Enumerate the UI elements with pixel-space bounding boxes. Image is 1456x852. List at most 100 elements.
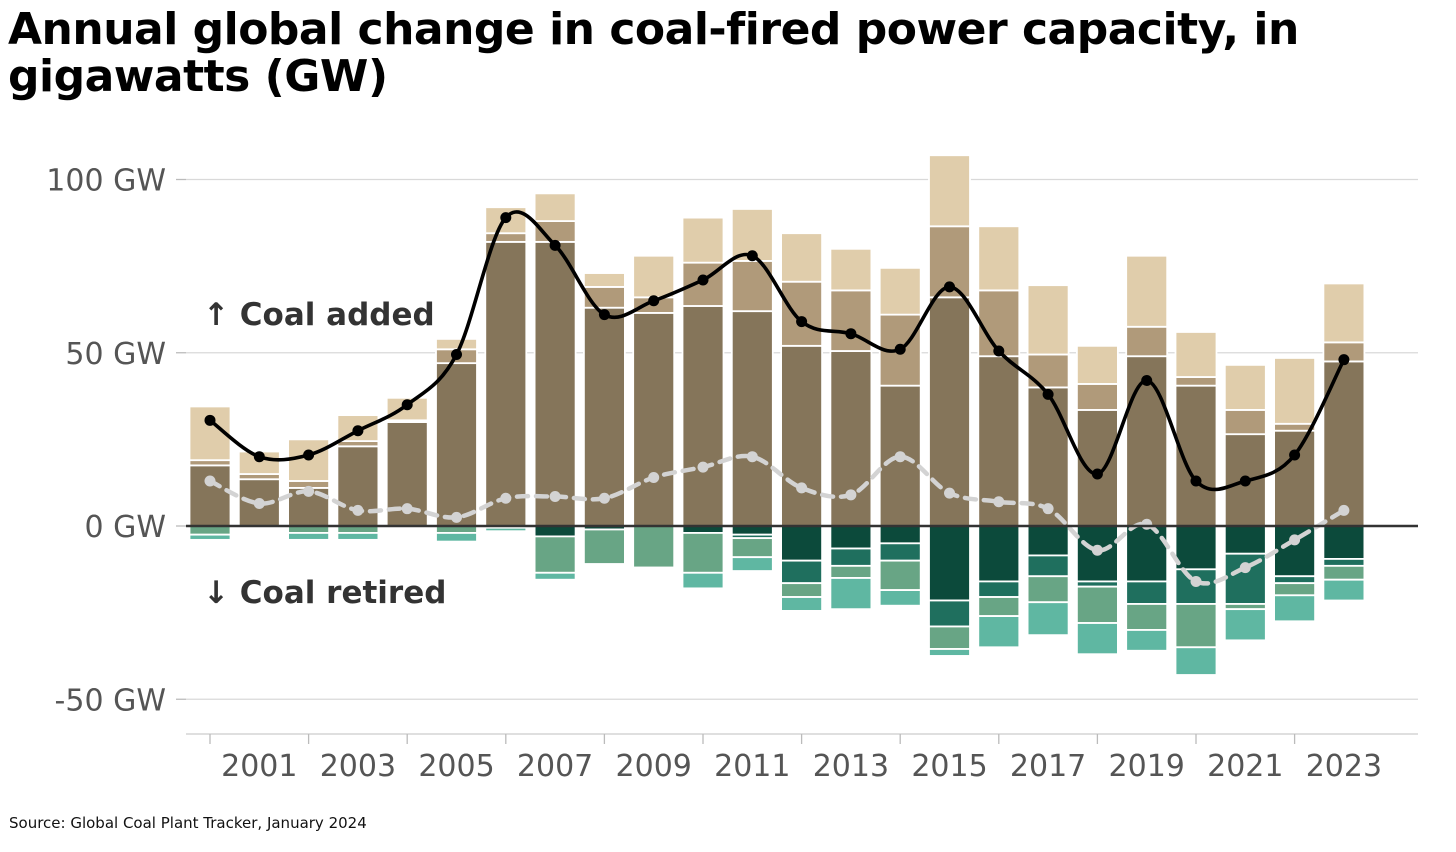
dashed-series-point: [1239, 562, 1251, 574]
net-series-point: [303, 449, 315, 461]
bar-added-segment: [829, 247, 873, 292]
net-series-point: [1042, 388, 1054, 400]
bar-retired-segment: [780, 559, 823, 585]
bar-added-segment: [1174, 376, 1218, 387]
dashed-series-point: [697, 461, 709, 473]
x-tick-label: 2015: [911, 749, 987, 784]
dashed-series-point: [1042, 503, 1054, 515]
bar-added-segment: [780, 280, 823, 347]
net-series-point: [993, 345, 1005, 357]
bar-added-segment: [632, 254, 676, 299]
lines: [204, 210, 1350, 587]
bars: [188, 154, 1366, 676]
bar-added-segment: [780, 232, 823, 283]
bar-retired-segment: [780, 582, 823, 598]
bar-retired-segment: [730, 537, 774, 559]
dashed-series-point: [204, 475, 216, 487]
net-series-point: [451, 348, 462, 360]
bar-retired-segment: [928, 648, 971, 657]
bar-added-segment: [632, 312, 676, 527]
net-series-point: [697, 274, 709, 286]
bar-retired-segment: [484, 526, 528, 533]
bar-retired-segment: [1174, 603, 1218, 649]
dashed-series-point: [253, 497, 265, 509]
bar-retired-segment: [1174, 646, 1218, 676]
x-tick-label: 2001: [221, 749, 297, 784]
x-tick-label: 2003: [320, 749, 396, 784]
x-tick-label: 2011: [714, 749, 790, 784]
net-series-line: [208, 210, 1346, 492]
y-tick-label: -50 GW: [55, 683, 166, 718]
chart-title: Annual global change in coal-fired power…: [8, 4, 1299, 102]
bar-retired-segment: [533, 525, 577, 538]
bar-retired-segment: [928, 599, 971, 628]
dashed-series-point: [1091, 544, 1103, 556]
bar-retired-segment: [977, 596, 1021, 617]
bar-retired-segment: [681, 532, 725, 574]
bar-retired-segment: [188, 525, 232, 536]
dashed-series-point: [303, 485, 315, 497]
bar-added-segment: [1076, 383, 1119, 411]
bar-added-segment: [484, 240, 528, 527]
bar-retired-segment: [780, 525, 823, 562]
dashed-series-point: [1190, 575, 1202, 587]
axes: [186, 524, 1418, 744]
bar-retired-segment: [1322, 564, 1366, 581]
bar-added-segment: [533, 240, 577, 527]
net-series-point: [500, 212, 512, 224]
bar-retired-segment: [730, 525, 774, 536]
bar-retired-segment: [1273, 575, 1316, 585]
bar-retired-segment: [1223, 608, 1267, 642]
y-tick-label: 0 GW: [84, 510, 166, 545]
bar-retired-segment: [632, 525, 676, 569]
bar-added-segment: [188, 464, 232, 527]
net-series-point: [894, 343, 906, 355]
bar-added-segment: [681, 216, 725, 264]
net-series-point: [1338, 354, 1350, 366]
bar-retired-segment: [829, 564, 873, 579]
dashed-series-point: [1289, 534, 1301, 546]
source-note: Source: Global Coal Plant Tracker, Janua…: [9, 814, 367, 832]
net-series-point: [1289, 449, 1301, 461]
x-tick-label: 2017: [1010, 749, 1086, 784]
dashed-series-point: [845, 489, 857, 501]
dashed-series-line: [207, 453, 1347, 586]
bar-added-segment: [878, 266, 922, 316]
bar-retired-segment: [1223, 525, 1267, 555]
bar-added-segment: [533, 192, 577, 222]
x-tick-label: 2013: [813, 749, 889, 784]
bar-retired-segment: [1125, 525, 1169, 583]
x-tick-label: 2023: [1306, 749, 1382, 784]
bar-retired-segment: [632, 566, 676, 571]
bar-retired-segment: [1125, 603, 1169, 631]
bar-added-segment: [1026, 353, 1070, 389]
bar-retired-segment: [977, 525, 1021, 583]
dashed-series-point: [401, 503, 413, 515]
bar-retired-segment: [188, 533, 232, 541]
bar-retired-segment: [878, 589, 922, 607]
bar-retired-segment: [1076, 622, 1119, 656]
bar-retired-segment: [977, 615, 1021, 649]
y-tick-label: 100 GW: [46, 164, 166, 199]
net-series-point: [1190, 475, 1202, 487]
bar-retired-segment: [1322, 578, 1366, 602]
bar-retired-segment: [1125, 629, 1169, 652]
net-series-point: [648, 295, 660, 307]
bar-added-segment: [1076, 344, 1119, 385]
bar-added-segment: [484, 232, 528, 243]
bar-retired-segment: [237, 526, 281, 531]
bar-retired-segment: [1273, 582, 1316, 597]
net-series-point: [1239, 475, 1251, 487]
bar-added-segment: [583, 272, 626, 288]
net-series-point: [944, 281, 955, 293]
bar-retired-segment: [1026, 554, 1070, 578]
net-series-point: [1141, 374, 1153, 386]
bar-added-segment: [435, 362, 478, 527]
bar-retired-segment: [533, 571, 577, 581]
bar-retired-segment: [1174, 525, 1218, 571]
bar-retired-segment: [385, 526, 429, 531]
net-series-point: [204, 414, 216, 426]
bar-added-segment: [1026, 284, 1070, 356]
bar-added-segment: [829, 289, 873, 352]
bar-added-segment: [1076, 409, 1119, 527]
